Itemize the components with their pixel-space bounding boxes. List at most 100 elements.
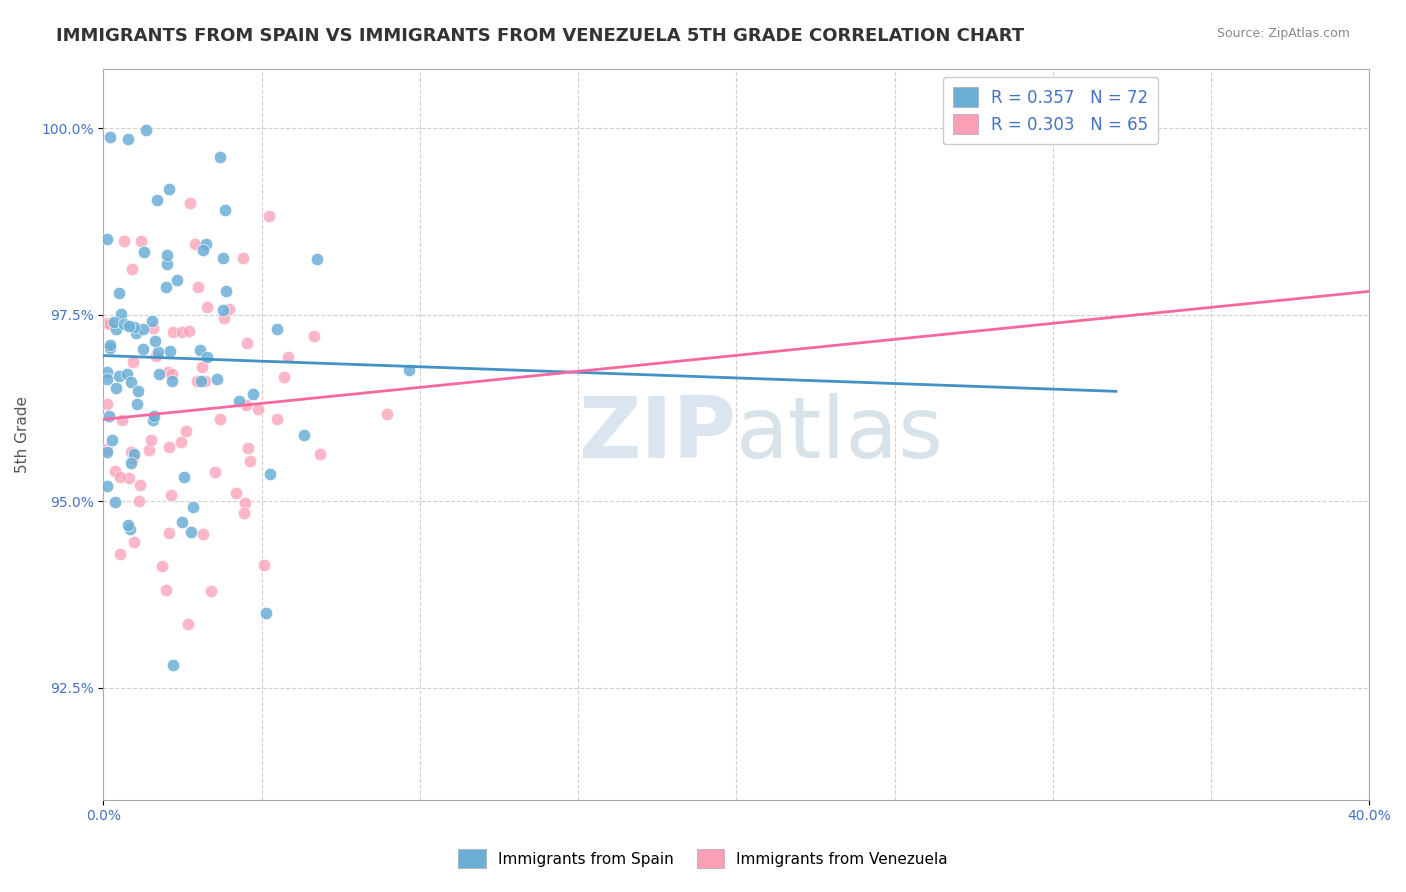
Point	[96, 397, 118, 411]
Point	[254, 606, 277, 620]
Point	[176, 617, 198, 632]
Point	[159, 440, 181, 454]
Point	[239, 454, 262, 468]
Point	[235, 335, 257, 350]
Point	[193, 527, 215, 541]
Point	[118, 471, 141, 485]
Point	[247, 401, 270, 416]
Point	[160, 374, 183, 388]
Point	[110, 308, 132, 322]
Point	[259, 467, 281, 481]
Point	[204, 465, 226, 479]
Point	[188, 343, 211, 357]
Point	[98, 409, 121, 423]
Point	[207, 371, 229, 385]
Point	[145, 193, 167, 207]
Point	[156, 365, 179, 379]
Point	[170, 434, 193, 449]
Text: Source: ZipAtlas.com: Source: ZipAtlas.com	[1216, 27, 1350, 40]
Point	[179, 196, 201, 211]
Point	[98, 338, 121, 352]
Point	[127, 384, 149, 399]
Point	[120, 522, 142, 536]
Point	[159, 182, 181, 196]
Point	[212, 311, 235, 326]
Point	[155, 279, 177, 293]
Point	[108, 285, 131, 300]
Point	[228, 394, 250, 409]
Y-axis label: 5th Grade: 5th Grade	[15, 396, 30, 473]
Point	[105, 321, 128, 335]
Point	[238, 441, 260, 455]
Point	[305, 252, 328, 266]
Point	[200, 584, 222, 599]
Point	[125, 326, 148, 341]
Point	[127, 397, 149, 411]
Point	[135, 122, 157, 136]
Point	[215, 285, 238, 299]
Point	[233, 496, 256, 510]
Point	[128, 494, 150, 508]
Point	[173, 470, 195, 484]
Point	[132, 322, 155, 336]
Point	[104, 464, 127, 478]
Point	[194, 374, 217, 388]
Point	[187, 280, 209, 294]
Point	[309, 447, 332, 461]
Point	[145, 349, 167, 363]
Point	[180, 524, 202, 539]
Point	[398, 363, 420, 377]
Point	[138, 443, 160, 458]
Point	[377, 407, 399, 421]
Point	[98, 130, 121, 145]
Point	[96, 445, 118, 459]
Point	[112, 318, 135, 332]
Point	[195, 300, 218, 314]
Point	[98, 317, 121, 331]
Point	[111, 413, 134, 427]
Point	[96, 479, 118, 493]
Legend: R = 0.357   N = 72, R = 0.303   N = 65: R = 0.357 N = 72, R = 0.303 N = 65	[943, 77, 1159, 145]
Point	[214, 202, 236, 217]
Text: ZIP: ZIP	[578, 392, 737, 475]
Point	[143, 334, 166, 348]
Point	[142, 413, 165, 427]
Point	[108, 470, 131, 484]
Point	[218, 302, 240, 317]
Point	[122, 450, 145, 465]
Point	[232, 506, 254, 520]
Point	[103, 315, 125, 329]
Point	[184, 237, 207, 252]
Point	[146, 345, 169, 359]
Point	[170, 325, 193, 339]
Point	[232, 252, 254, 266]
Point	[294, 428, 316, 442]
Point	[142, 321, 165, 335]
Point	[211, 252, 233, 266]
Point	[277, 351, 299, 365]
Point	[150, 559, 173, 574]
Point	[122, 534, 145, 549]
Point	[157, 525, 180, 540]
Point	[141, 314, 163, 328]
Point	[160, 367, 183, 381]
Point	[253, 558, 276, 572]
Point	[148, 368, 170, 382]
Point	[118, 319, 141, 334]
Point	[170, 515, 193, 529]
Point	[235, 399, 257, 413]
Point	[162, 325, 184, 339]
Point	[120, 375, 142, 389]
Point	[190, 374, 212, 388]
Text: IMMIGRANTS FROM SPAIN VS IMMIGRANTS FROM VENEZUELA 5TH GRADE CORRELATION CHART: IMMIGRANTS FROM SPAIN VS IMMIGRANTS FROM…	[56, 27, 1025, 45]
Point	[108, 547, 131, 561]
Point	[195, 351, 218, 365]
Point	[304, 328, 326, 343]
Point	[105, 381, 128, 395]
Text: atlas: atlas	[737, 392, 945, 475]
Point	[122, 319, 145, 334]
Point	[96, 232, 118, 246]
Point	[112, 234, 135, 248]
Point	[259, 209, 281, 223]
Point	[266, 321, 288, 335]
